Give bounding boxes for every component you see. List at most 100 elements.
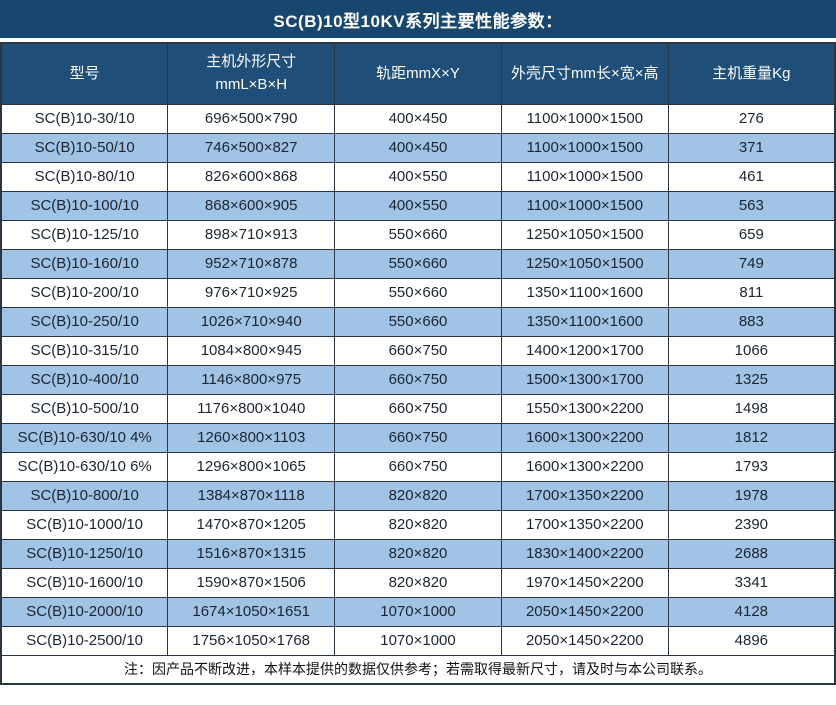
cell-shell-dimensions: 1830×1400×2200	[500, 538, 669, 569]
cell-shell-dimensions: 1700×1350×2200	[500, 480, 669, 511]
cell-model: SC(B)10-630/10 4%	[0, 422, 169, 453]
cell-weight: 1793	[667, 451, 836, 482]
cell-model: SC(B)10-160/10	[0, 248, 169, 279]
cell-shell-dimensions: 1700×1350×2200	[500, 509, 669, 540]
cell-main-dimensions: 1084×800×945	[167, 335, 336, 366]
page-title: SC(B)10型10KV系列主要性能参数：	[0, 0, 836, 38]
cell-weight: 4896	[667, 625, 836, 656]
cell-model: SC(B)10-400/10	[0, 364, 169, 395]
cell-weight: 276	[667, 103, 836, 134]
cell-main-dimensions: 1384×870×1118	[167, 480, 336, 511]
cell-main-dimensions: 1146×800×975	[167, 364, 336, 395]
cell-weight: 4128	[667, 596, 836, 627]
cell-model: SC(B)10-2000/10	[0, 596, 169, 627]
cell-weight: 1325	[667, 364, 836, 395]
table-row: SC(B)10-125/10 898×710×913 550×660 1250×105…	[0, 219, 836, 250]
footer-row: 注：因产品不断改进，本样本提供的数据仅供参考；若需取得最新尺寸，请及时与本公司联…	[0, 654, 836, 685]
table-row: SC(B)10-1000/10 1470×870×1205 820×820 1700×…	[0, 509, 836, 540]
cell-shell-dimensions: 1100×1000×1500	[500, 103, 669, 134]
cell-rail-gauge: 820×820	[334, 567, 502, 598]
cell-rail-gauge: 550×660	[334, 306, 502, 337]
cell-rail-gauge: 400×450	[334, 132, 502, 163]
cell-rail-gauge: 550×660	[334, 248, 502, 279]
cell-shell-dimensions: 1100×1000×1500	[500, 161, 669, 192]
table-row: SC(B)10-250/10 1026×710×940 550×660 1350×11…	[0, 306, 836, 337]
cell-model: SC(B)10-2500/10	[0, 625, 169, 656]
cell-weight: 1812	[667, 422, 836, 453]
cell-main-dimensions: 868×600×905	[167, 190, 336, 221]
cell-rail-gauge: 820×820	[334, 480, 502, 511]
cell-shell-dimensions: 1400×1200×1700	[500, 335, 669, 366]
cell-model: SC(B)10-630/10 6%	[0, 451, 169, 482]
cell-shell-dimensions: 2050×1450×2200	[500, 625, 669, 656]
cell-main-dimensions: 1296×800×1065	[167, 451, 336, 482]
table-row: SC(B)10-2500/10 1756×1050×1768 1070×1000 20…	[0, 625, 836, 656]
table-row: SC(B)10-2000/10 1674×1050×1651 1070×1000 20…	[0, 596, 836, 627]
cell-model: SC(B)10-100/10	[0, 190, 169, 221]
column-header-shell-dimensions: 外壳尺寸mm长×宽×高	[500, 42, 669, 105]
cell-weight: 659	[667, 219, 836, 250]
cell-main-dimensions: 1674×1050×1651	[167, 596, 336, 627]
table-row: SC(B)10-200/10 976×710×925 550×660 1350×110…	[0, 277, 836, 308]
cell-weight: 371	[667, 132, 836, 163]
table-row: SC(B)10-400/10 1146×800×975 660×750 1500×13…	[0, 364, 836, 395]
cell-main-dimensions: 1176×800×1040	[167, 393, 336, 424]
column-header-weight: 主机重量Kg	[667, 42, 836, 105]
footer-note: 注：因产品不断改进，本样本提供的数据仅供参考；若需取得最新尺寸，请及时与本公司联…	[0, 654, 836, 685]
table-row: SC(B)10-30/10 696×500×790 400×450 1100×1000…	[0, 103, 836, 134]
cell-weight: 2688	[667, 538, 836, 569]
table-row: SC(B)10-800/10 1384×870×1118 820×820 1700×1…	[0, 480, 836, 511]
cell-rail-gauge: 1070×1000	[334, 596, 502, 627]
table-row: SC(B)10-160/10 952×710×878 550×660 1250×105…	[0, 248, 836, 279]
cell-rail-gauge: 550×660	[334, 277, 502, 308]
column-header-rail-gauge: 轨距mmX×Y	[334, 42, 502, 105]
cell-weight: 1066	[667, 335, 836, 366]
column-header-main-dimensions: 主机外形尺寸 mmL×B×H	[167, 42, 336, 105]
table-row: SC(B)10-1600/10 1590×870×1506 820×820 1970×…	[0, 567, 836, 598]
table-header: 型号 主机外形尺寸 mmL×B×H 轨距mmX×Y 外壳尺寸mm长×宽×高 主机…	[0, 42, 836, 105]
cell-model: SC(B)10-200/10	[0, 277, 169, 308]
table-row: SC(B)10-630/10 6% 1296×800×1065 660×750 160…	[0, 451, 836, 482]
cell-main-dimensions: 826×600×868	[167, 161, 336, 192]
cell-shell-dimensions: 1550×1300×2200	[500, 393, 669, 424]
cell-weight: 563	[667, 190, 836, 221]
cell-shell-dimensions: 2050×1450×2200	[500, 596, 669, 627]
cell-main-dimensions: 1026×710×940	[167, 306, 336, 337]
cell-rail-gauge: 820×820	[334, 538, 502, 569]
cell-model: SC(B)10-125/10	[0, 219, 169, 250]
cell-main-dimensions: 1470×870×1205	[167, 509, 336, 540]
cell-weight: 2390	[667, 509, 836, 540]
cell-shell-dimensions: 1350×1100×1600	[500, 277, 669, 308]
cell-model: SC(B)10-1000/10	[0, 509, 169, 540]
cell-shell-dimensions: 1600×1300×2200	[500, 422, 669, 453]
cell-rail-gauge: 400×450	[334, 103, 502, 134]
cell-main-dimensions: 1590×870×1506	[167, 567, 336, 598]
column-header-model: 型号	[0, 42, 169, 105]
cell-main-dimensions: 1260×800×1103	[167, 422, 336, 453]
cell-weight: 1978	[667, 480, 836, 511]
cell-main-dimensions: 976×710×925	[167, 277, 336, 308]
table-footer: 注：因产品不断改进，本样本提供的数据仅供参考；若需取得最新尺寸，请及时与本公司联…	[0, 654, 836, 685]
spec-table: 型号 主机外形尺寸 mmL×B×H 轨距mmX×Y 外壳尺寸mm长×宽×高 主机…	[0, 42, 836, 685]
cell-main-dimensions: 1516×870×1315	[167, 538, 336, 569]
cell-model: SC(B)10-1600/10	[0, 567, 169, 598]
cell-weight: 1498	[667, 393, 836, 424]
cell-weight: 883	[667, 306, 836, 337]
cell-weight: 749	[667, 248, 836, 279]
table-row: SC(B)10-50/10 746×500×827 400×450 1100×1000…	[0, 132, 836, 163]
table-row: SC(B)10-80/10 826×600×868 400×550 1100×1000…	[0, 161, 836, 192]
cell-main-dimensions: 952×710×878	[167, 248, 336, 279]
cell-model: SC(B)10-50/10	[0, 132, 169, 163]
cell-model: SC(B)10-250/10	[0, 306, 169, 337]
cell-shell-dimensions: 1250×1050×1500	[500, 248, 669, 279]
cell-rail-gauge: 400×550	[334, 190, 502, 221]
cell-main-dimensions: 696×500×790	[167, 103, 336, 134]
cell-model: SC(B)10-80/10	[0, 161, 169, 192]
table-row: SC(B)10-315/10 1084×800×945 660×750 1400×12…	[0, 335, 836, 366]
header-row: 型号 主机外形尺寸 mmL×B×H 轨距mmX×Y 外壳尺寸mm长×宽×高 主机…	[0, 42, 836, 105]
cell-rail-gauge: 660×750	[334, 422, 502, 453]
cell-model: SC(B)10-500/10	[0, 393, 169, 424]
table-row: SC(B)10-500/10 1176×800×1040 660×750 1550×1…	[0, 393, 836, 424]
cell-rail-gauge: 1070×1000	[334, 625, 502, 656]
